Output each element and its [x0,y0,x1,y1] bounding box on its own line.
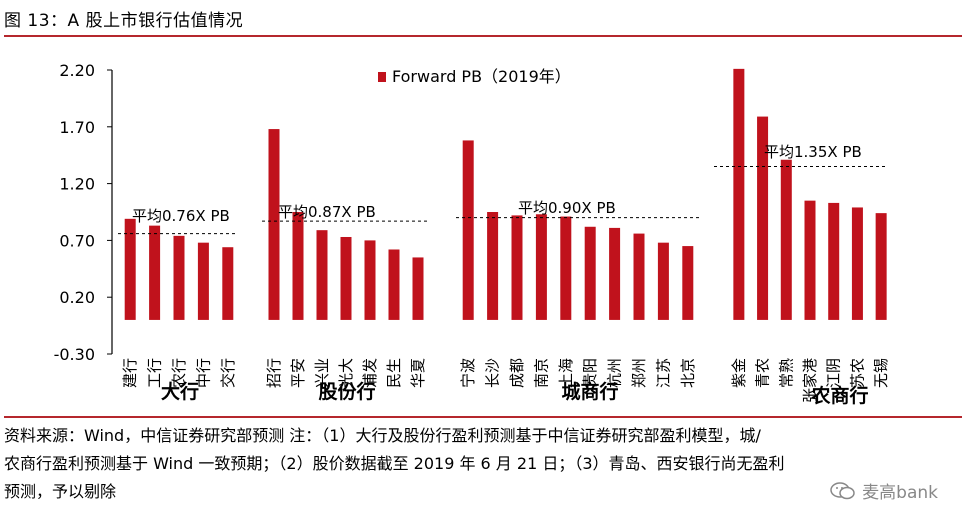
bar [633,233,645,320]
source-notes: 资料来源：Wind，中信证券研究部预测 注：（1）大行及股份行盈利预测基于中信证… [4,422,962,506]
group-label: 股份行 [318,380,375,403]
bar [173,235,185,320]
bar [124,218,136,320]
bar [268,129,280,320]
bar [560,216,572,320]
bar [584,226,596,320]
bar [149,225,161,320]
x-tick-label: 郑州 [630,358,648,388]
bar-group: 宁波 长沙 成都 南京 上海 贵阳 杭州 郑州 江苏 北京 平均0.90X PB 城商行 [456,140,700,403]
x-tick-label: 兴业 [313,358,331,388]
bar [222,247,234,320]
average-label: 平均1.35X PB [764,143,862,161]
bar [804,200,816,320]
bar-group: 建行 工行 农行 中行 交行 平均0.76X PB 大行 [118,207,238,403]
bar [851,207,863,320]
bar [316,230,328,320]
bar [875,213,887,320]
x-tick-label: 交行 [219,358,237,388]
x-tick-label: 浦发 [361,358,379,388]
bar [609,227,621,320]
notes-line-3: 预测，予以剔除 [4,482,117,501]
average-label: 平均0.90X PB [518,199,616,217]
bar-group: 紫金 青农 常熟 张家港 江阴 苏农 无锡 平均1.35X PB 农商行 [714,68,890,407]
y-tick-label: -0.30 [54,345,95,364]
bar [364,240,376,320]
bar [292,212,304,320]
group-label: 城商行 [561,380,618,403]
x-tick-label: 宁波 [459,358,477,388]
x-tick-label: 张家港 [801,358,819,403]
bar [657,242,669,320]
bar [487,212,499,320]
x-tick-label: 苏农 [848,358,866,388]
bar [780,159,792,320]
legend: Forward PB（2019年） [378,67,571,86]
x-tick-label: 中行 [194,358,212,388]
bar [733,68,745,320]
x-tick-label: 工行 [146,358,164,388]
x-tick-label: 无锡 [872,358,890,388]
y-tick-label: 2.20 [59,61,95,80]
x-tick-label: 常熟 [777,358,795,388]
bar [535,214,547,320]
group-label: 大行 [161,380,199,403]
watermark-text: 麦高bank [862,483,938,503]
figure-title: 图 13：A 股上市银行估值情况 [4,11,244,31]
bar [340,236,352,320]
x-tick-label: 杭州 [606,358,624,388]
bar [828,202,840,320]
average-label: 平均0.87X PB [278,203,376,221]
x-tick-label: 青农 [754,358,772,388]
y-tick-label: 0.70 [59,231,95,250]
x-tick-label: 北京 [679,358,697,388]
bar [682,246,694,320]
x-tick-label: 民生 [385,358,403,388]
legend-swatch [378,72,386,82]
average-label: 平均0.76X PB [132,207,230,225]
x-tick-label: 华夏 [409,358,427,388]
bottom-rule [4,416,962,418]
bar [462,140,474,320]
notes-line-2: 农商行盈利预测基于 Wind 一致预期；（2）股价数据截至 2019 年 6 月… [4,454,785,473]
wechat-icon [830,481,855,499]
watermark: 麦高bank [830,478,938,503]
x-tick-label: 光大 [337,358,355,388]
x-tick-label: 贵阳 [581,358,599,388]
x-tick-label: 南京 [532,358,550,388]
y-tick-label: 0.20 [59,288,95,307]
y-axis: 2.20 1.70 1.20 0.70 0.20 -0.30 [54,61,113,364]
bar [197,242,209,320]
x-tick-label: 江阴 [825,358,843,388]
x-tick-label: 长沙 [484,358,502,388]
bar-groups: 建行 工行 农行 中行 交行 平均0.76X PB 大行 招行 平安 兴业 光大 浦发 民生 华夏 平均0.… [118,68,890,407]
group-label: 农商行 [810,384,868,407]
notes-line-1: 资料来源：Wind，中信证券研究部预测 注：（1）大行及股份行盈利预测基于中信证… [4,426,761,445]
bar [412,257,424,320]
x-tick-label: 成都 [508,358,526,388]
x-tick-label: 招行 [265,358,283,388]
x-tick-label: 上海 [557,358,575,388]
x-tick-label: 建行 [121,358,139,388]
pb-bar-chart: 2.20 1.70 1.20 0.70 0.20 -0.30 Forward PB（201… [54,61,891,407]
x-tick-label: 农行 [170,358,188,388]
y-tick-label: 1.70 [59,118,95,137]
bar-group: 招行 平安 兴业 光大 浦发 民生 华夏 平均0.87X PB 股份行 [262,129,430,403]
x-tick-label: 平安 [289,358,307,388]
x-tick-label: 紫金 [730,358,748,388]
x-tick-label: 江苏 [654,358,672,388]
bar [757,116,769,320]
y-tick-label: 1.20 [59,175,95,194]
top-rule [4,35,962,37]
legend-label: Forward PB（2019年） [392,67,571,86]
bar [511,215,523,320]
bar [388,249,400,320]
